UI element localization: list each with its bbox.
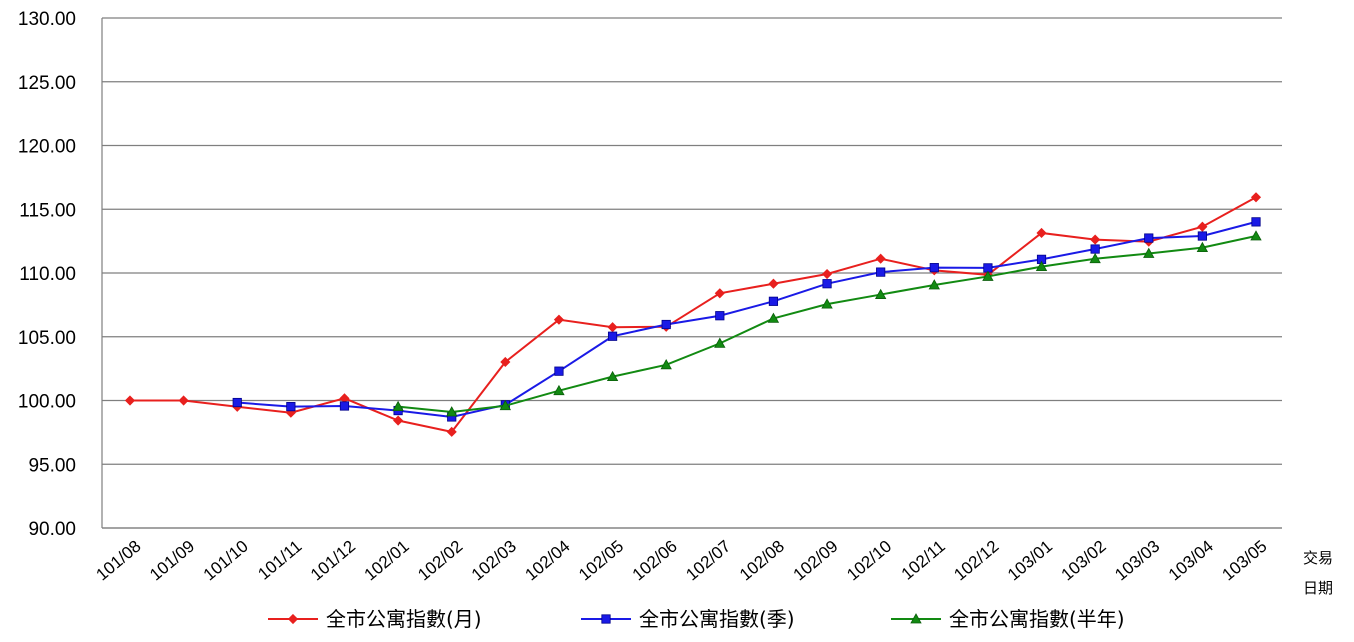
data-point-diamond-103-05 bbox=[1250, 192, 1262, 203]
data-point-square-102-05 bbox=[607, 331, 618, 341]
data-point-square-102-10 bbox=[876, 267, 886, 277]
data-point-diamond-103-04 bbox=[1197, 221, 1208, 232]
legend-swatch-marker bbox=[287, 613, 299, 625]
data-point-triangle-103-03 bbox=[1143, 247, 1155, 258]
y-tick-label: 95.00 bbox=[28, 455, 76, 476]
data-point-square-102-09 bbox=[822, 279, 832, 289]
data-point-triangle-102-11 bbox=[928, 279, 940, 290]
data-point-diamond-102-08 bbox=[768, 278, 779, 289]
data-point-diamond-103-01 bbox=[1036, 227, 1047, 239]
data-point-triangle-103-05 bbox=[1250, 230, 1262, 241]
data-point-diamond-101-09 bbox=[178, 395, 189, 406]
data-point-square-101-12 bbox=[339, 401, 350, 411]
data-point-square-103-04 bbox=[1197, 231, 1207, 241]
y-axis: 90.00 95.00 100.00 105.00 110.00 115.00 120.00… bbox=[18, 9, 1282, 540]
data-point-diamond-102-03 bbox=[500, 356, 511, 368]
data-point-diamond-103-02 bbox=[1090, 234, 1101, 245]
y-tick-label: 115.00 bbox=[19, 200, 76, 221]
data-point-square-102-07 bbox=[715, 311, 725, 321]
data-point-triangle-102-03 bbox=[499, 399, 512, 411]
data-point-triangle-103-04 bbox=[1196, 241, 1209, 253]
legend-swatch-marker bbox=[601, 614, 611, 624]
data-point-square-102-04 bbox=[554, 366, 564, 376]
x-axis-title-line1: 交易 bbox=[1303, 549, 1333, 567]
data-point-diamond-102-01 bbox=[393, 415, 404, 426]
legend-item-diamond: 全市公寓指數(月) bbox=[268, 607, 482, 631]
x-axis-title: 交易 日期 bbox=[1303, 549, 1333, 597]
legend-swatch-marker bbox=[910, 613, 922, 624]
y-tick-label: 125.00 bbox=[18, 73, 76, 94]
series-line-square bbox=[237, 220, 1257, 418]
y-tick-label: 90.00 bbox=[28, 519, 76, 540]
data-point-square-102-08 bbox=[768, 296, 779, 306]
series-group bbox=[124, 192, 1262, 437]
data-point-triangle-102-07 bbox=[714, 337, 726, 348]
y-tick-label: 130.00 bbox=[18, 9, 76, 30]
legend-item-square: 全市公寓指數(季) bbox=[581, 607, 795, 631]
data-point-triangle-102-05 bbox=[606, 370, 619, 382]
legend-label: 全市公寓指數(季) bbox=[639, 607, 795, 631]
data-point-diamond-102-07 bbox=[714, 288, 725, 299]
series-triangle bbox=[392, 230, 1262, 417]
data-point-square-103-02 bbox=[1090, 244, 1100, 254]
data-point-diamond-101-08 bbox=[124, 395, 136, 406]
y-tick-label: 100.00 bbox=[18, 392, 76, 413]
y-tick-label: 120.00 bbox=[18, 137, 76, 158]
y-tick-label: 110.00 bbox=[19, 264, 76, 285]
legend: 全市公寓指數(月) 全市公寓指數(季) 全市公寓指數(半年) bbox=[268, 607, 1125, 631]
data-point-square-101-10 bbox=[232, 397, 242, 408]
data-point-diamond-102-09 bbox=[821, 268, 833, 280]
data-point-square-102-11 bbox=[929, 263, 939, 273]
x-axis-title-line2: 日期 bbox=[1303, 579, 1333, 597]
y-tick-label: 105.00 bbox=[18, 328, 76, 349]
legend-label: 全市公寓指數(半年) bbox=[949, 607, 1125, 631]
data-point-square-101-11 bbox=[286, 402, 296, 412]
data-point-square-102-06 bbox=[661, 319, 671, 330]
data-point-triangle-102-04 bbox=[553, 384, 565, 396]
data-point-square-103-03 bbox=[1144, 233, 1154, 243]
data-point-triangle-103-01 bbox=[1035, 260, 1048, 272]
legend-label: 全市公寓指數(月) bbox=[326, 607, 482, 631]
data-point-triangle-102-06 bbox=[660, 358, 672, 370]
data-point-triangle-103-02 bbox=[1089, 252, 1101, 264]
data-point-triangle-102-10 bbox=[874, 288, 887, 299]
legend-item-triangle: 全市公寓指數(半年) bbox=[891, 607, 1125, 631]
data-point-square-103-05 bbox=[1251, 217, 1261, 227]
data-point-triangle-102-02 bbox=[446, 406, 458, 417]
data-point-triangle-102-09 bbox=[821, 298, 833, 309]
data-point-triangle-102-12 bbox=[982, 270, 994, 281]
data-point-triangle-102-08 bbox=[767, 312, 780, 323]
data-point-diamond-102-10 bbox=[875, 253, 886, 264]
data-point-triangle-102-01 bbox=[392, 400, 404, 412]
data-point-diamond-102-04 bbox=[553, 314, 565, 325]
data-point-diamond-102-02 bbox=[446, 426, 457, 437]
